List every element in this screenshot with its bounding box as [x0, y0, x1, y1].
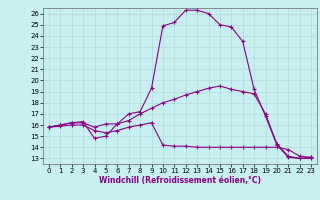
X-axis label: Windchill (Refroidissement éolien,°C): Windchill (Refroidissement éolien,°C) — [99, 176, 261, 185]
